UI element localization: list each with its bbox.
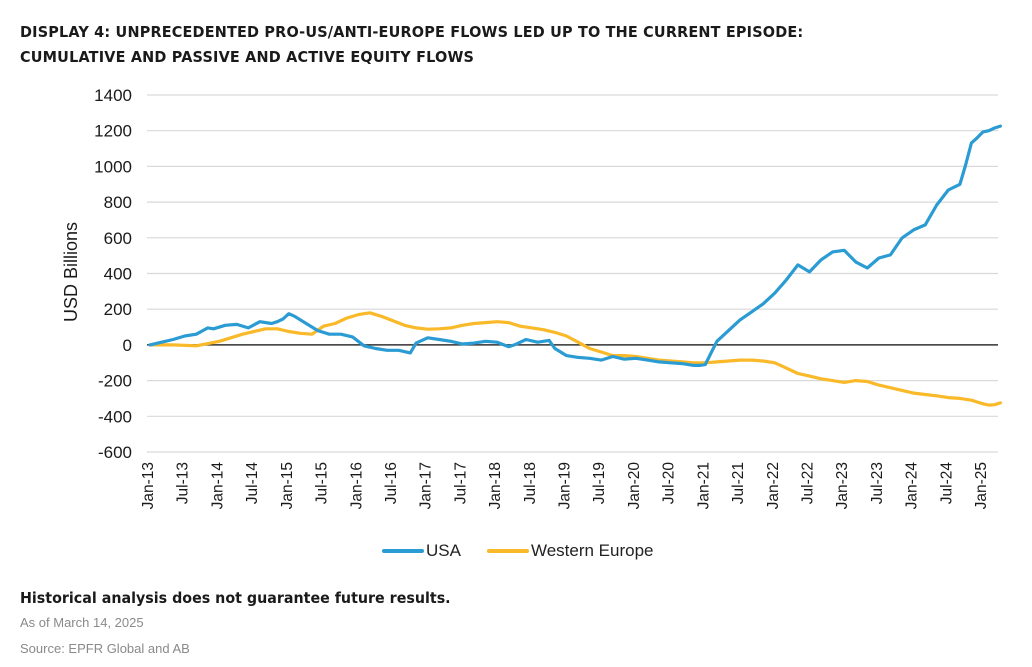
x-tick-label: Jul-17 [452, 462, 469, 504]
disclaimer-note: Historical analysis does not guarantee f… [20, 589, 451, 607]
series-line-western-europe [148, 311, 1003, 407]
y-tick-label: 1200 [94, 122, 132, 141]
x-tick-label: Jan-21 [695, 462, 712, 509]
chart-title: DISPLAY 4: UNPRECEDENTED PRO-US/ANTI-EUR… [20, 20, 950, 70]
legend-item-usa: USA [382, 541, 461, 561]
as-of-date: As of March 14, 2025 [20, 615, 144, 630]
legend-item-western-europe: Western Europe [486, 541, 654, 561]
y-tick-label: -600 [98, 443, 132, 462]
x-tick-label: Jan-24 [904, 462, 921, 510]
y-tick-label: 800 [104, 193, 132, 212]
x-tick-label: Jan-16 [348, 462, 365, 509]
x-tick-label: Jul-13 [175, 462, 192, 504]
gridlines [147, 94, 998, 453]
y-tick-label: 400 [104, 265, 132, 284]
legend-label-western-europe: Western Europe [530, 541, 654, 560]
x-tick-label: Jan-23 [834, 462, 851, 509]
series-line-usa [148, 124, 1003, 367]
x-tick-label: Jul-15 [314, 462, 331, 504]
x-tick-label: Jul-24 [938, 462, 955, 505]
x-tick-label: Jul-19 [591, 462, 608, 504]
x-tick-label: Jan-25 [973, 462, 990, 509]
x-tick-label: Jul-16 [383, 462, 400, 504]
x-tick-label: Jan-20 [626, 462, 643, 510]
x-tick-label: Jul-20 [661, 462, 678, 505]
legend-swatch-usa [382, 549, 424, 553]
x-axis-ticks: Jan-13 Jul-13 Jan-14 Jul-14 Jan-15 Jul-15 Jan-… [140, 462, 990, 510]
x-tick-label: Jan-15 [279, 462, 296, 509]
x-tick-label: Jul-22 [799, 462, 816, 504]
chart-title-line-2: CUMULATIVE AND PASSIVE AND ACTIVE EQUITY… [20, 48, 475, 66]
series-lines [147, 124, 1003, 407]
y-tick-label: 1000 [94, 157, 132, 176]
y-tick-label: -400 [98, 407, 132, 426]
legend-swatch-western-europe [486, 549, 529, 553]
x-tick-label: Jul-18 [522, 462, 539, 504]
line-chart: -600 -400 -200 0 200 400 600 800 1000 1200 1400 Ja… [61, 86, 1003, 510]
y-tick-label: 1400 [94, 86, 132, 105]
y-axis-ticks: -600 -400 -200 0 200 400 600 800 1000 1200 1400 [94, 86, 132, 462]
x-tick-label: Jan-19 [557, 462, 574, 509]
x-tick-label: Jan-22 [765, 462, 782, 509]
legend-label-usa: USA [426, 541, 461, 560]
y-tick-label: 600 [104, 229, 132, 248]
y-tick-label: 0 [123, 336, 132, 355]
legend: USA Western Europe [382, 541, 680, 561]
x-tick-label: Jul-14 [244, 462, 261, 505]
x-tick-label: Jan-18 [487, 462, 504, 509]
chart-title-line-1: DISPLAY 4: UNPRECEDENTED PRO-US/ANTI-EUR… [20, 23, 804, 41]
x-tick-label: Jul-23 [869, 462, 886, 504]
y-tick-label: 200 [104, 300, 132, 319]
y-axis-label: USD Billions [61, 222, 81, 322]
x-tick-label: Jan-14 [209, 462, 226, 510]
x-tick-label: Jan-17 [418, 462, 435, 509]
y-tick-label: -200 [98, 372, 132, 391]
x-tick-label: Jul-21 [730, 462, 747, 504]
x-tick-label: Jan-13 [140, 462, 157, 509]
source-note: Source: EPFR Global and AB [20, 641, 190, 656]
